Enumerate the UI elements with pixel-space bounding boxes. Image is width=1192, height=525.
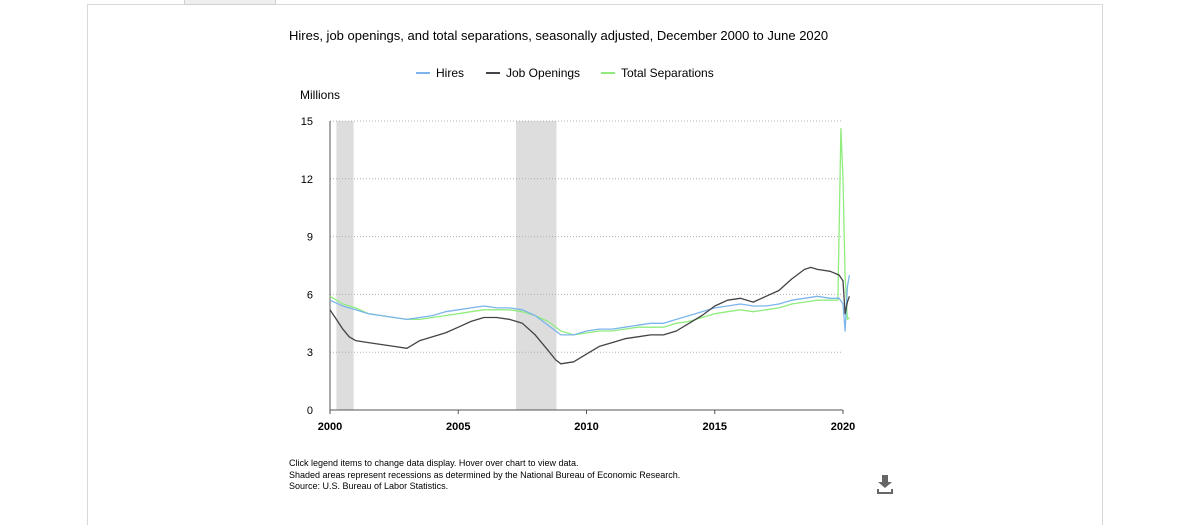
y-tick-label-0: 0 xyxy=(307,405,313,417)
chart-notes: Click legend items to change data displa… xyxy=(289,458,680,493)
chart-title: Hires, job openings, and total separatio… xyxy=(289,28,829,43)
legend-item-hires[interactable]: Hires xyxy=(416,66,464,80)
download-icon xyxy=(877,475,893,494)
x-tick-label-2010: 2010 xyxy=(574,421,598,433)
y-tick-label-9: 9 xyxy=(307,232,313,244)
legend-swatch-job-openings xyxy=(486,72,500,74)
series-line-hires[interactable] xyxy=(329,274,851,336)
x-tick-label-2000: 2000 xyxy=(318,421,342,433)
legend-label-hires: Hires xyxy=(436,66,465,80)
legend-swatch-total-separations xyxy=(601,72,615,74)
series-line-job-openings[interactable] xyxy=(329,266,851,365)
y-tick-label-12: 12 xyxy=(301,174,313,186)
legend-swatch-hires xyxy=(416,72,430,74)
y-tick-label-15: 15 xyxy=(301,116,313,128)
legend-label-total-separations: Total Separations xyxy=(621,66,714,80)
y-units-label: Millions xyxy=(300,88,341,102)
y-tick-label-6: 6 xyxy=(307,289,313,301)
y-tick-label-3: 3 xyxy=(307,347,313,359)
note-line-1: Click legend items to change data displa… xyxy=(289,458,579,468)
content-frame xyxy=(87,4,1103,525)
x-tick-label-2005: 2005 xyxy=(446,421,470,433)
download-button[interactable] xyxy=(874,472,896,496)
x-tick-label-2020: 2020 xyxy=(831,421,855,433)
recession-band-0 xyxy=(336,121,354,410)
series-line-total-separations[interactable] xyxy=(329,128,850,336)
x-tick-label-2015: 2015 xyxy=(703,421,727,433)
chart-plot[interactable]: 0 3 6 9 12 15 2000 2005 2010 2015 2020 xyxy=(0,0,1192,500)
legend-item-job-openings[interactable]: Job Openings xyxy=(486,66,580,80)
legend-item-total-separations[interactable]: Total Separations xyxy=(601,66,714,80)
tab-stub[interactable] xyxy=(184,0,276,5)
recession-band-1 xyxy=(515,121,557,410)
legend-label-job-openings: Job Openings xyxy=(506,66,581,80)
note-line-2: Shaded areas represent recessions as det… xyxy=(289,469,681,480)
note-line-3: Source: U.S. Bureau of Labor Statistics. xyxy=(289,481,449,491)
